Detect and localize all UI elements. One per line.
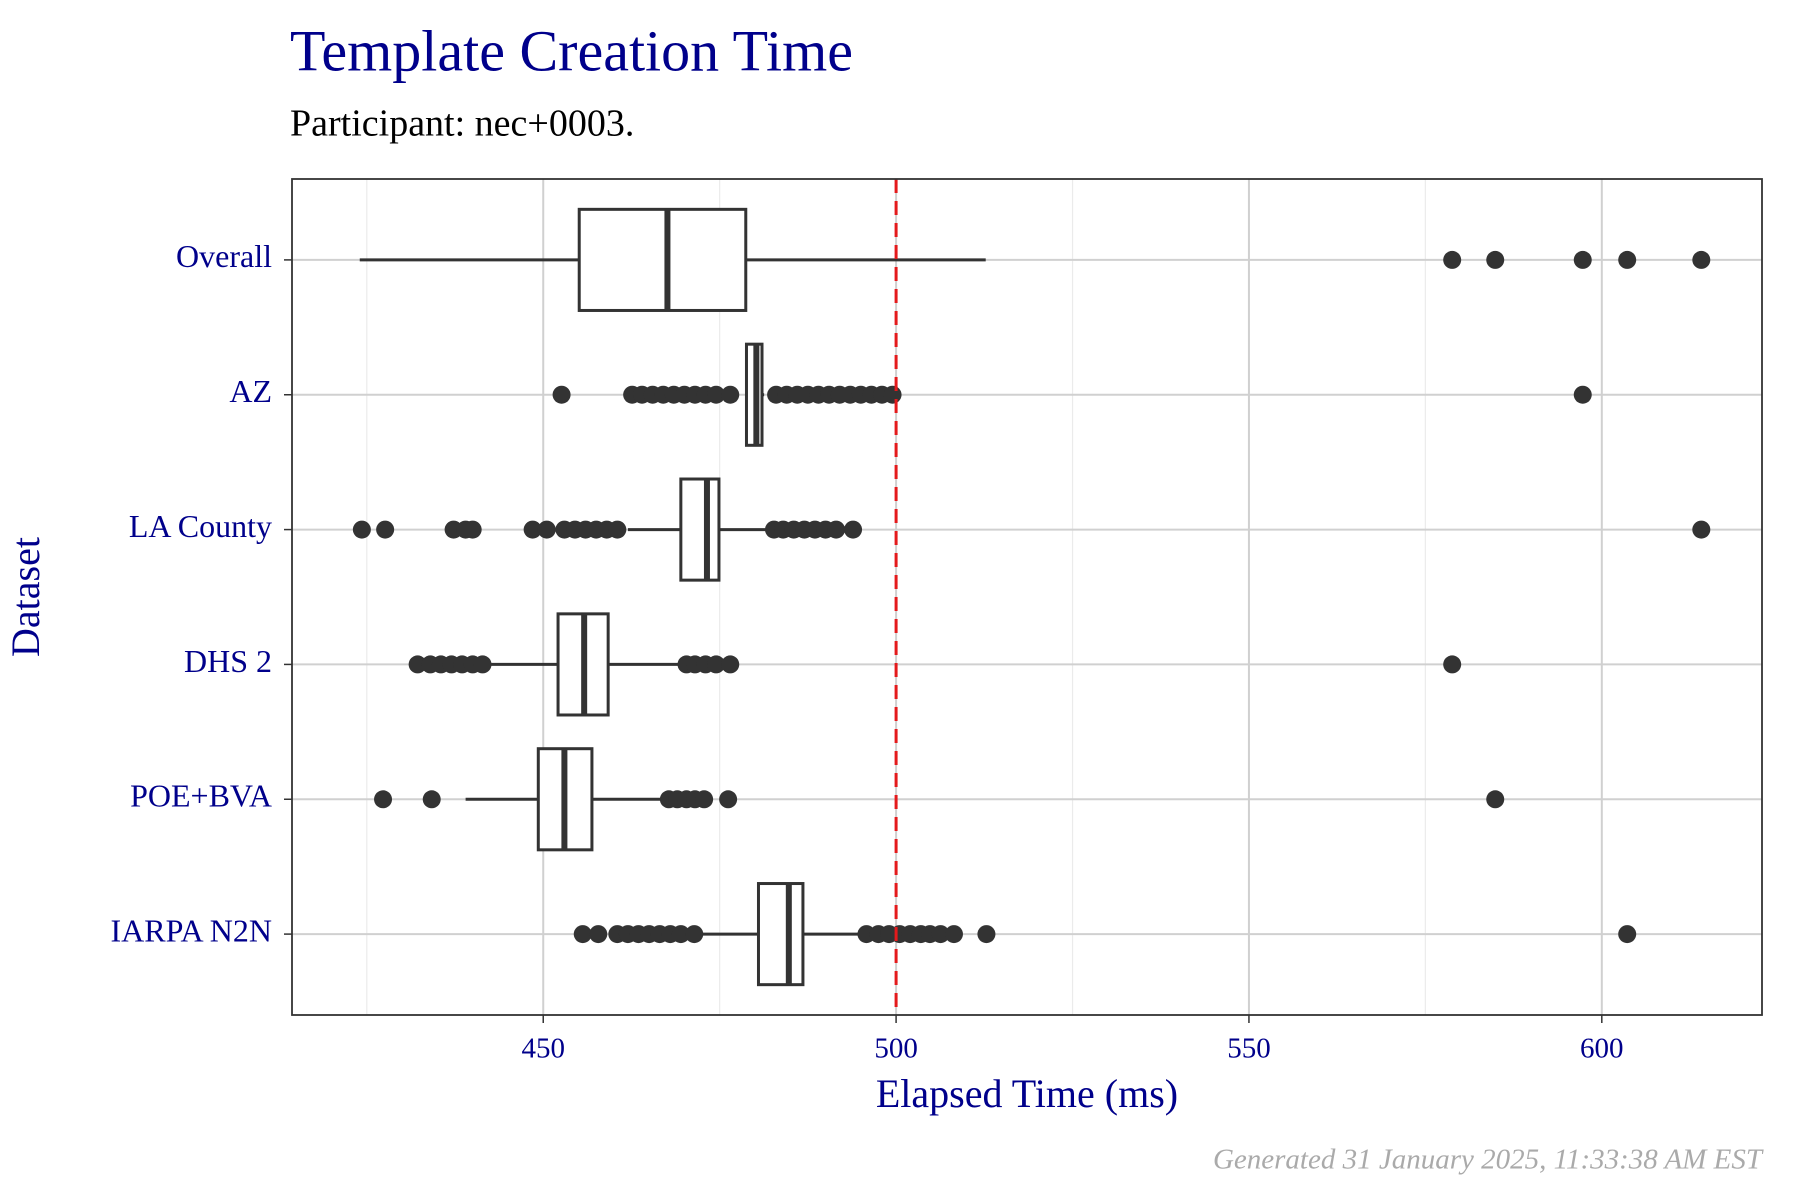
chart-subtitle: Participant: nec+0003. — [290, 103, 634, 145]
y-tick-label: AZ — [229, 373, 272, 409]
outlier — [537, 520, 556, 539]
outlier — [844, 520, 863, 539]
outlier — [883, 385, 902, 404]
outlier — [707, 385, 726, 404]
outlier — [977, 925, 996, 944]
outlier — [1443, 250, 1462, 269]
x-tick-label: 600 — [1580, 1033, 1624, 1065]
outlier — [944, 925, 963, 944]
outlier — [671, 925, 690, 944]
caption: Generated 31 January 2025, 11:33:38 AM E… — [1213, 1144, 1764, 1176]
outlier — [408, 655, 427, 674]
outlier — [463, 520, 482, 539]
outlier — [695, 790, 714, 809]
chart-title: Template Creation Time — [290, 18, 853, 83]
y-tick-label: DHS 2 — [184, 643, 272, 679]
box — [577, 207, 748, 312]
outlier — [1573, 250, 1592, 269]
box — [679, 477, 721, 582]
plot-background — [292, 179, 1762, 1015]
outlier — [374, 790, 393, 809]
outlier — [931, 925, 950, 944]
outlier — [719, 790, 738, 809]
outlier — [589, 925, 608, 944]
x-tick-label: 500 — [874, 1033, 918, 1065]
y-tick-label: IARPA N2N — [110, 912, 272, 948]
outlier — [1618, 925, 1637, 944]
outlier — [1443, 655, 1462, 674]
outlier — [721, 655, 740, 674]
outlier — [1486, 250, 1505, 269]
outlier — [552, 385, 571, 404]
y-tick-label: POE+BVA — [130, 778, 272, 814]
outlier — [1692, 250, 1711, 269]
plot-border — [291, 178, 1763, 1016]
outlier — [573, 925, 592, 944]
box — [756, 882, 805, 987]
x-axis-label: Elapsed Time (ms) — [876, 1071, 1178, 1116]
outlier — [685, 925, 704, 944]
outlier — [608, 520, 627, 539]
y-axis-label: Dataset — [3, 537, 48, 657]
outlier — [523, 520, 542, 539]
outlier — [1692, 520, 1711, 539]
outlier — [1618, 250, 1637, 269]
x-tick-label: 450 — [521, 1033, 565, 1065]
outlier — [422, 790, 441, 809]
outlier — [721, 385, 740, 404]
outlier — [473, 655, 492, 674]
outlier — [1486, 790, 1505, 809]
outlier — [352, 520, 371, 539]
outlier — [376, 520, 395, 539]
y-tick-label: Overall — [176, 238, 272, 274]
outlier — [707, 655, 726, 674]
outlier — [1573, 385, 1592, 404]
y-tick-label: LA County — [129, 508, 272, 544]
outlier — [827, 520, 846, 539]
x-tick-label: 550 — [1227, 1033, 1271, 1065]
